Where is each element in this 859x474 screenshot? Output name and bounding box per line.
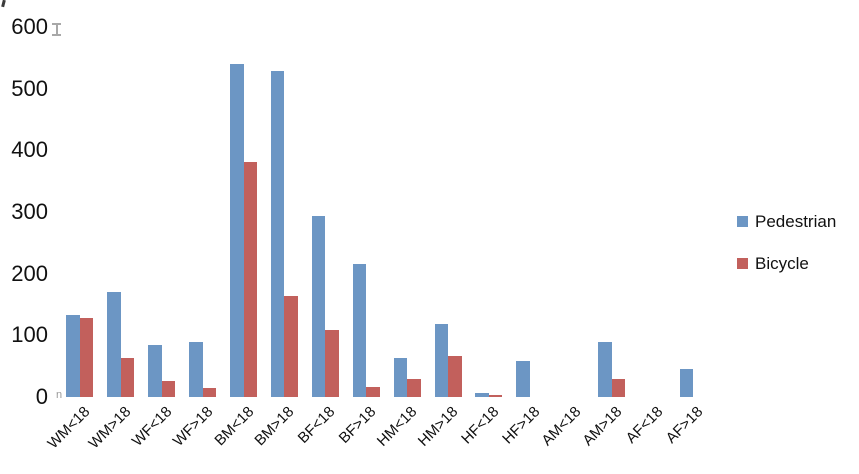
legend-item-pedestrian: Pedestrian (737, 213, 836, 230)
bar-group-HM>18 (428, 27, 469, 397)
bar-bicycle-BM>18 (284, 296, 298, 397)
bar-pedestrian-WM>18 (107, 292, 121, 397)
bar-bicycle-BM<18 (243, 162, 258, 397)
y-tick-label: 0 (35, 384, 48, 409)
y-tick-label: 600 (11, 14, 48, 39)
y-tick-label: 100 (11, 322, 48, 348)
y-tick-label: 400 (11, 137, 48, 163)
bar-pedestrian-HF>18 (516, 361, 530, 397)
bar-pedestrian-BF>18 (352, 264, 367, 397)
bar-group-AF<18 (632, 27, 673, 397)
bar-group-HF<18 (469, 27, 510, 397)
bar-bicycle-WM>18 (120, 358, 135, 397)
y-tick-label: 500 (11, 75, 48, 101)
bar-bicycle-WF>18 (202, 387, 217, 397)
y-tick-label: 200 (11, 260, 48, 286)
bar-pedestrian-WF<18 (148, 345, 162, 397)
bar-bicycle-WF<18 (161, 380, 176, 397)
bar-group-BM<18 (223, 27, 264, 397)
bar-group-HM<18 (387, 27, 428, 397)
bar-group-HF>18 (509, 27, 550, 397)
bar-pedestrian-WM<18 (66, 314, 80, 397)
bar-bicycle-HF<18 (488, 395, 503, 397)
bicycle-swatch-icon (737, 258, 748, 269)
stray-glyph: n (56, 389, 63, 401)
bar-pedestrian-AM>18 (598, 342, 612, 397)
bar-bicycle-WM<18 (79, 318, 94, 397)
bar-bicycle-BF>18 (366, 386, 380, 397)
bar-pedestrian-AF>18 (679, 368, 694, 397)
bar-group-AF>18 (673, 27, 714, 397)
bar-pedestrian-BM<18 (230, 64, 244, 397)
bar-pedestrian-BF<18 (311, 215, 326, 397)
bar-bicycle-HM<18 (407, 378, 421, 397)
legend-label-pedestrian: Pedestrian (755, 212, 837, 231)
legend: Pedestrian Bicycle (737, 213, 836, 297)
pedestrian-swatch-icon (737, 216, 748, 227)
bar-group-WF<18 (141, 27, 182, 397)
text-cursor-icon (50, 23, 63, 36)
bar-group-WF>18 (182, 27, 223, 397)
legend-label-bicycle: Bicycle (755, 254, 809, 273)
bar-pedestrian-HF<18 (475, 393, 489, 397)
bar-group-BF>18 (346, 27, 387, 397)
bar-group-BF<18 (305, 27, 346, 397)
bar-pedestrian-WF>18 (189, 341, 203, 397)
bar-group-WM<18 (60, 27, 101, 397)
bar-group-BM>18 (264, 27, 305, 397)
bar-pedestrian-HM>18 (434, 324, 449, 397)
bar-bicycle-BF<18 (325, 329, 339, 397)
bar-pedestrian-BM>18 (270, 70, 285, 397)
bar-bicycle-AM>18 (611, 378, 626, 397)
legend-item-bicycle: Bicycle (737, 255, 836, 272)
y-tick-label: 300 (11, 199, 48, 224)
bar-bicycle-HM>18 (448, 356, 462, 397)
bar-group-WM>18 (100, 27, 141, 397)
bar-group-AM<18 (550, 27, 591, 397)
bar-group-AM>18 (591, 27, 632, 397)
bar-pedestrian-HM<18 (393, 357, 408, 397)
